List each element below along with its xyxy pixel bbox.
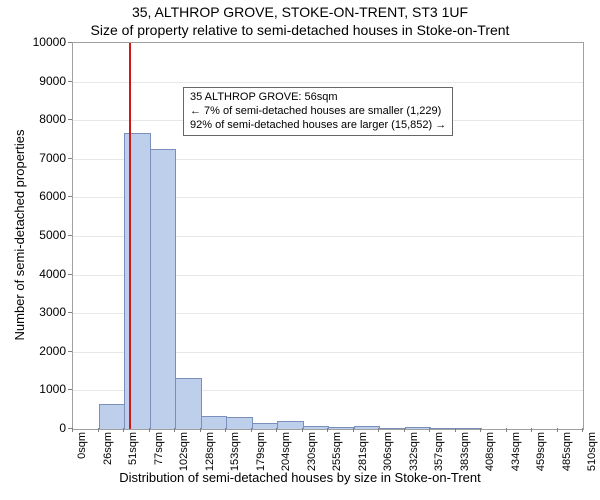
x-tick-mark: [149, 428, 150, 432]
x-tick-label: 153sqm: [229, 432, 241, 474]
x-tick-mark: [455, 428, 456, 432]
histogram-bar: [99, 404, 126, 429]
x-tick-label: 102sqm: [178, 432, 190, 474]
x-tick-mark: [251, 428, 252, 432]
y-tick-label: 3000: [6, 305, 66, 319]
x-tick-mark: [200, 428, 201, 432]
x-tick-mark: [174, 428, 175, 432]
x-tick-label: 332sqm: [408, 432, 420, 474]
x-tick-label: 0sqm: [76, 432, 88, 474]
histogram-bar: [150, 149, 177, 429]
y-tick-mark: [68, 81, 72, 82]
y-tick-mark: [68, 389, 72, 390]
callout-line-size: 35 ALTHROP GROVE: 56sqm: [190, 91, 446, 105]
y-tick-mark: [68, 274, 72, 275]
x-tick-mark: [302, 428, 303, 432]
x-tick-mark: [123, 428, 124, 432]
x-tick-label: 77sqm: [153, 432, 165, 474]
x-tick-mark: [506, 428, 507, 432]
x-axis-label: Distribution of semi-detached houses by …: [0, 470, 600, 485]
histogram-bar: [303, 426, 330, 429]
x-tick-label: 459sqm: [535, 432, 547, 474]
x-tick-label: 306sqm: [382, 432, 394, 474]
histogram-bar: [201, 416, 228, 429]
x-tick-mark: [378, 428, 379, 432]
y-tick-label: 10000: [6, 35, 66, 49]
x-tick-mark: [582, 428, 583, 432]
y-tick-mark: [68, 351, 72, 352]
y-tick-label: 4000: [6, 267, 66, 281]
x-tick-label: 26sqm: [102, 432, 114, 474]
histogram-bar: [124, 133, 151, 429]
y-tick-mark: [68, 42, 72, 43]
x-tick-label: 255sqm: [331, 432, 343, 474]
title-address: 35, ALTHROP GROVE, STOKE-ON-TRENT, ST3 1…: [0, 4, 600, 20]
y-tick-label: 5000: [6, 228, 66, 242]
x-tick-mark: [327, 428, 328, 432]
histogram-bar: [456, 428, 483, 429]
x-tick-mark: [557, 428, 558, 432]
y-tick-label: 9000: [6, 74, 66, 88]
y-tick-mark: [68, 119, 72, 120]
x-tick-label: 408sqm: [484, 432, 496, 474]
x-tick-mark: [531, 428, 532, 432]
x-tick-mark: [429, 428, 430, 432]
histogram-bar: [354, 426, 381, 429]
histogram-bar: [379, 428, 406, 429]
x-tick-mark: [225, 428, 226, 432]
y-tick-label: 8000: [6, 112, 66, 126]
x-tick-label: 510sqm: [586, 432, 598, 474]
histogram-bar: [226, 417, 253, 429]
x-tick-mark: [98, 428, 99, 432]
x-tick-mark: [72, 428, 73, 432]
x-tick-label: 230sqm: [306, 432, 318, 474]
y-tick-label: 1000: [6, 382, 66, 396]
x-tick-mark: [353, 428, 354, 432]
x-tick-label: 485sqm: [561, 432, 573, 474]
y-tick-mark: [68, 312, 72, 313]
y-tick-mark: [68, 158, 72, 159]
callout-line-larger: 92% of semi-detached houses are larger (…: [190, 119, 446, 133]
histogram-bar: [277, 421, 304, 429]
y-tick-label: 7000: [6, 151, 66, 165]
histogram-bar: [175, 378, 202, 429]
x-tick-label: 383sqm: [459, 432, 471, 474]
x-tick-label: 434sqm: [510, 432, 522, 474]
y-tick-mark: [68, 235, 72, 236]
y-tick-label: 0: [6, 421, 66, 435]
chart-root: 35, ALTHROP GROVE, STOKE-ON-TRENT, ST3 1…: [0, 0, 600, 500]
x-tick-mark: [404, 428, 405, 432]
callout-line-smaller: ← 7% of semi-detached houses are smaller…: [190, 105, 446, 119]
x-tick-label: 204sqm: [280, 432, 292, 474]
title-subtitle: Size of property relative to semi-detach…: [0, 22, 600, 38]
y-tick-mark: [68, 196, 72, 197]
y-tick-label: 2000: [6, 344, 66, 358]
callout-box: 35 ALTHROP GROVE: 56sqm ← 7% of semi-det…: [183, 87, 453, 136]
plot-area: 35 ALTHROP GROVE: 56sqm ← 7% of semi-det…: [72, 42, 584, 430]
histogram-bar: [252, 423, 279, 429]
histogram-bar: [328, 427, 355, 429]
x-tick-label: 51sqm: [127, 432, 139, 474]
x-tick-label: 357sqm: [433, 432, 445, 474]
x-tick-label: 128sqm: [204, 432, 216, 474]
y-tick-label: 6000: [6, 189, 66, 203]
x-tick-label: 281sqm: [357, 432, 369, 474]
x-tick-mark: [276, 428, 277, 432]
x-tick-mark: [480, 428, 481, 432]
property-marker-line: [129, 43, 131, 429]
histogram-bar: [405, 427, 432, 429]
histogram-bar: [430, 428, 457, 429]
x-tick-label: 179sqm: [255, 432, 267, 474]
